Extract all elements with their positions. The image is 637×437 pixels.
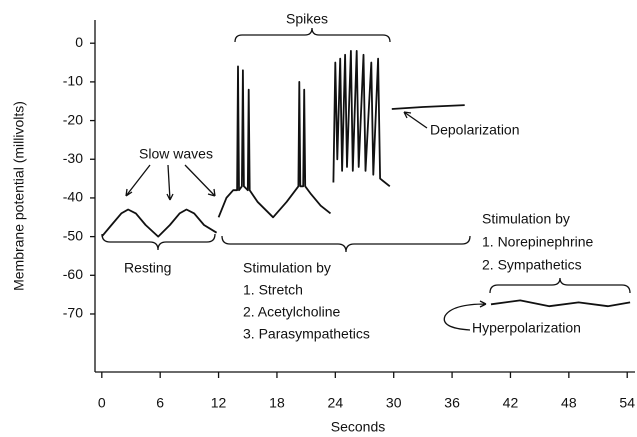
x-tick-label: 6 <box>156 395 164 411</box>
annotation: Stimulation by <box>243 260 331 276</box>
x-tick-label: 0 <box>98 395 106 411</box>
brace <box>489 277 631 294</box>
line <box>332 50 391 188</box>
y-tick-label: -70 <box>63 305 83 321</box>
annotation: Resting <box>124 260 171 276</box>
x-tick-label: 48 <box>561 395 577 411</box>
x-tick-label: 42 <box>503 395 519 411</box>
y-tick-label: -10 <box>63 73 83 89</box>
y-tick-label: -20 <box>63 111 83 127</box>
y-tick-label: -60 <box>63 266 83 282</box>
x-tick-label: 54 <box>619 395 635 411</box>
annotation: Stimulation by <box>482 211 570 227</box>
annotation: Spikes <box>286 11 328 27</box>
x-tick-label: 36 <box>444 395 460 411</box>
y-axis-label: Membrane potential (millivolts) <box>11 101 27 291</box>
arrow <box>403 111 428 129</box>
annotation: 2. Sympathetics <box>482 257 582 273</box>
annotation: Depolarization <box>430 122 520 138</box>
line <box>217 65 332 219</box>
x-tick-label: 30 <box>386 395 402 411</box>
arrow <box>184 164 216 197</box>
line <box>391 104 465 110</box>
annotation: 3. Parasympathetics <box>243 326 370 342</box>
line <box>490 299 631 308</box>
x-tick-label: 24 <box>328 395 344 411</box>
annotation: 2. Acetylcholine <box>243 304 340 320</box>
brace <box>234 27 391 43</box>
line <box>101 208 218 238</box>
y-tick-label: -30 <box>63 150 83 166</box>
brace <box>221 235 471 253</box>
x-tick-label: 12 <box>211 395 227 411</box>
y-tick-label: -40 <box>63 189 83 205</box>
brace <box>101 233 216 251</box>
annotation: Hyperpolarization <box>472 320 581 336</box>
x-axis-label: Seconds <box>331 419 385 435</box>
x-tick-label: 18 <box>269 395 285 411</box>
annotation: 1. Norepinephrine <box>482 234 594 250</box>
y-tick-label: -50 <box>63 227 83 243</box>
annotation: 1. Stretch <box>243 282 303 298</box>
y-tick-label: 0 <box>75 34 83 50</box>
annotation: Slow waves <box>139 146 213 162</box>
arrow <box>443 300 487 331</box>
arrow <box>125 164 151 197</box>
arrow <box>166 164 174 201</box>
